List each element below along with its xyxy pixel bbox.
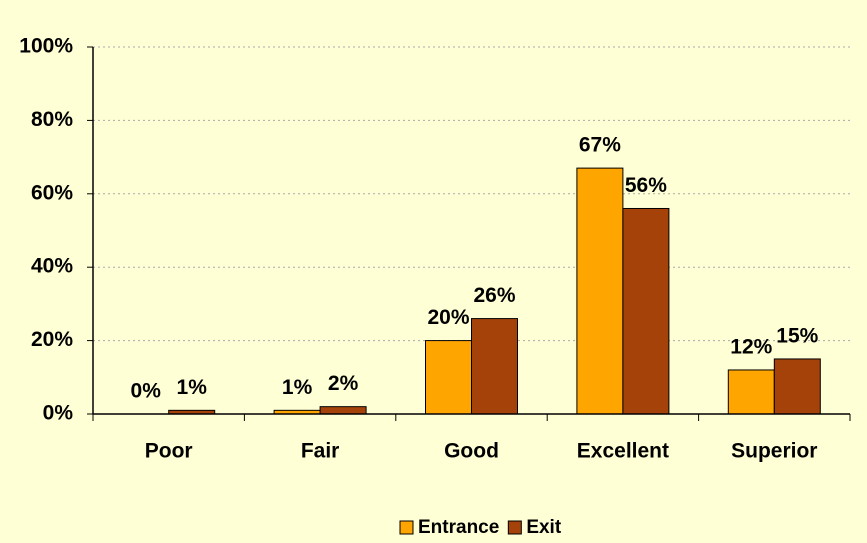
y-tick-label: 40% [31, 255, 73, 278]
legend-swatch [399, 520, 414, 535]
data-label: 67% [579, 134, 621, 157]
bar [773, 358, 821, 415]
bar [622, 207, 670, 415]
legend-swatch [507, 520, 522, 535]
y-tick-label: 60% [31, 181, 73, 204]
x-tick-label: Fair [301, 440, 340, 463]
bar [471, 318, 518, 415]
data-label: 56% [625, 174, 667, 197]
data-label: 20% [427, 306, 469, 329]
x-tick-label: Good [444, 440, 499, 463]
bar [727, 369, 775, 415]
data-label: 0% [131, 380, 162, 403]
x-tick-label: Superior [731, 440, 817, 463]
legend-label: Exit [526, 517, 562, 538]
data-label: 1% [177, 376, 208, 399]
data-label: 2% [328, 372, 359, 395]
legend-label: Entrance [418, 517, 499, 538]
y-tick-label: 0% [43, 402, 74, 425]
data-label: 15% [776, 324, 818, 347]
bar [319, 406, 367, 415]
y-tick-label: 80% [31, 108, 73, 131]
x-tick-label: Poor [145, 440, 193, 463]
data-label: 12% [730, 336, 772, 359]
x-tick-label: Excellent [577, 440, 669, 463]
bar [425, 340, 472, 415]
bar [576, 167, 624, 415]
data-label: 26% [473, 284, 515, 307]
y-tick-label: 100% [19, 35, 73, 58]
data-label: 1% [282, 376, 313, 399]
y-tick-label: 20% [31, 328, 73, 351]
